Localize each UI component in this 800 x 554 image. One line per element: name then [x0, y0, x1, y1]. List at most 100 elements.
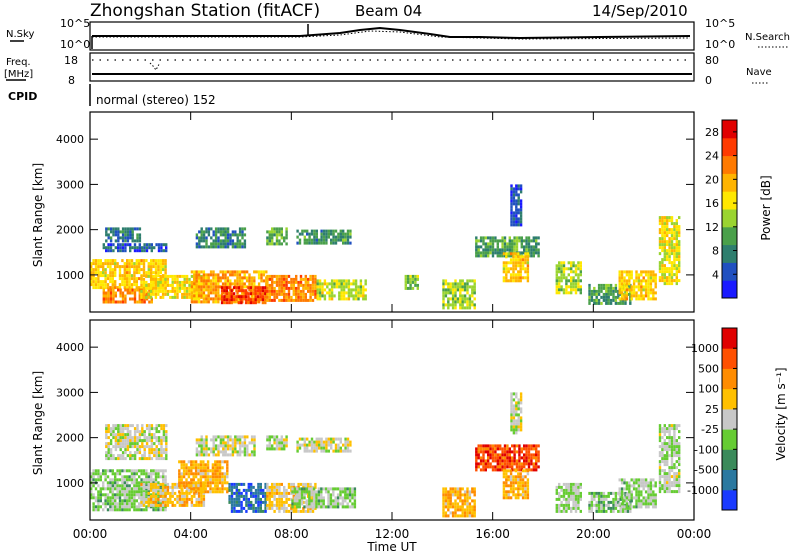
- velocity-cell: [114, 499, 117, 503]
- velocity-cell: [112, 433, 115, 437]
- power-cell: [112, 288, 115, 292]
- velocity-cell: [117, 424, 120, 428]
- velocity-cell: [136, 448, 139, 452]
- power-cell: [526, 264, 530, 268]
- velocity-cell: [327, 493, 330, 497]
- velocity-cell: [135, 472, 138, 476]
- velocity-cell: [250, 500, 253, 504]
- power-cell: [130, 262, 134, 266]
- velocity-cell: [194, 481, 198, 485]
- velocity-cell: [317, 505, 321, 509]
- power-cell: [209, 288, 213, 292]
- power-cell: [484, 248, 487, 252]
- velocity-cell: [223, 460, 227, 464]
- power-cell: [278, 230, 281, 234]
- velocity-cell: [515, 419, 518, 423]
- power-cell: [280, 227, 283, 231]
- velocity-cell: [517, 481, 520, 485]
- power-cell: [620, 285, 624, 289]
- power-cell: [111, 283, 114, 287]
- velocity-cell: [268, 503, 271, 507]
- velocity-cell: [235, 485, 238, 489]
- power-cell: [135, 271, 138, 275]
- velocity-cell: [479, 444, 483, 448]
- power-cell: [121, 259, 124, 263]
- velocity-cell: [223, 475, 227, 479]
- power-cell: [207, 285, 210, 289]
- power-cell: [404, 274, 407, 278]
- velocity-cell: [142, 482, 146, 486]
- power-cell: [212, 230, 215, 234]
- power-cell: [637, 294, 641, 298]
- power-cell: [234, 233, 237, 237]
- velocity-cell: [250, 482, 253, 486]
- velocity-cell: [508, 459, 511, 463]
- velocity-cell: [339, 446, 342, 450]
- power-cell: [602, 298, 606, 302]
- velocity-cell: [337, 437, 340, 441]
- power-cell: [214, 282, 218, 286]
- power-cell: [185, 280, 189, 284]
- velocity-cell: [620, 505, 624, 509]
- power-cell: [188, 277, 191, 281]
- power-cell: [112, 297, 115, 301]
- velocity-cell: [104, 493, 107, 497]
- power-cell: [508, 254, 511, 258]
- power-cell: [600, 286, 603, 290]
- velocity-cell: [632, 481, 636, 485]
- power-cell: [507, 267, 510, 271]
- velocity-cell: [157, 442, 161, 446]
- power-cell: [661, 243, 664, 247]
- velocity-cell: [647, 502, 650, 506]
- power-cell: [461, 300, 464, 304]
- power-cell: [131, 246, 134, 250]
- velocity-cell: [320, 502, 323, 506]
- velocity-cell: [162, 433, 166, 437]
- power-cell: [126, 271, 129, 275]
- power-cell: [219, 270, 222, 274]
- power-cell: [253, 276, 256, 280]
- velocity-cell: [135, 490, 138, 494]
- power-cell: [526, 267, 530, 271]
- power-cell: [133, 243, 137, 247]
- power-cell: [471, 294, 474, 298]
- velocity-cell: [116, 496, 119, 500]
- power-cell: [197, 294, 201, 298]
- power-cell: [202, 291, 206, 295]
- velocity-cell: [567, 488, 570, 492]
- power-cell: [640, 291, 643, 295]
- power-cell: [489, 242, 492, 246]
- velocity-cell: [229, 444, 232, 448]
- power-cell: [147, 286, 150, 290]
- power-cell: [99, 262, 102, 266]
- velocity-cell: [169, 500, 172, 504]
- power-cell: [198, 245, 201, 249]
- velocity-cell: [183, 500, 186, 504]
- velocity-cell: [336, 493, 340, 497]
- velocity-cell: [202, 460, 205, 464]
- velocity-cell: [521, 478, 525, 482]
- velocity-cell: [117, 427, 120, 431]
- velocity-cell: [311, 509, 315, 513]
- power-cell: [148, 300, 151, 304]
- velocity-cell: [165, 436, 168, 440]
- power-cell: [668, 252, 671, 256]
- power-cell: [320, 241, 323, 245]
- velocity-cell: [143, 445, 146, 449]
- power-cell: [640, 279, 643, 283]
- power-cell: [159, 280, 162, 284]
- power-cell: [625, 291, 629, 295]
- velocity-cell: [190, 460, 193, 464]
- velocity-cell: [306, 446, 309, 450]
- power-cell: [670, 216, 674, 220]
- velocity-cell: [351, 493, 354, 497]
- velocity-cell: [519, 484, 522, 488]
- power-cell: [124, 300, 127, 304]
- power-cell: [593, 301, 596, 305]
- power-cell: [510, 223, 513, 227]
- velocity-cell: [238, 500, 241, 504]
- velocity-cell: [466, 505, 469, 509]
- power-cell: [515, 236, 519, 240]
- power-cell: [442, 303, 445, 307]
- power-cell: [629, 298, 632, 302]
